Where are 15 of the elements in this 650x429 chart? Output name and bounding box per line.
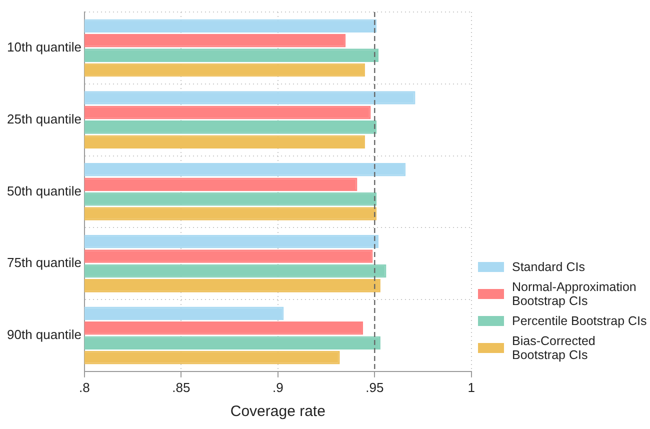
x-tick-label: 1 xyxy=(468,380,475,395)
legend-label: Bias-Corrected Bootstrap CIs xyxy=(512,334,596,362)
y-tick-label: 10th quantile xyxy=(7,40,82,55)
x-tick-label: .8 xyxy=(79,380,90,395)
y-tick-label: 25th quantile xyxy=(7,111,82,126)
x-tick-label: .9 xyxy=(272,380,284,395)
y-tick-label: 75th quantile xyxy=(7,255,82,270)
x-tick-label: .95 xyxy=(366,380,384,395)
x-axis-title: Coverage rate xyxy=(230,403,326,420)
y-tick-label: 90th quantile xyxy=(7,327,82,342)
legend-label: Standard CIs xyxy=(512,260,585,274)
legend-label: Normal-Approximation Bootstrap CIs xyxy=(512,280,638,308)
legend-label: Percentile Bootstrap CIs xyxy=(512,314,647,328)
y-tick-label: 50th quantile xyxy=(7,183,82,198)
x-tick-label: .85 xyxy=(172,380,190,395)
